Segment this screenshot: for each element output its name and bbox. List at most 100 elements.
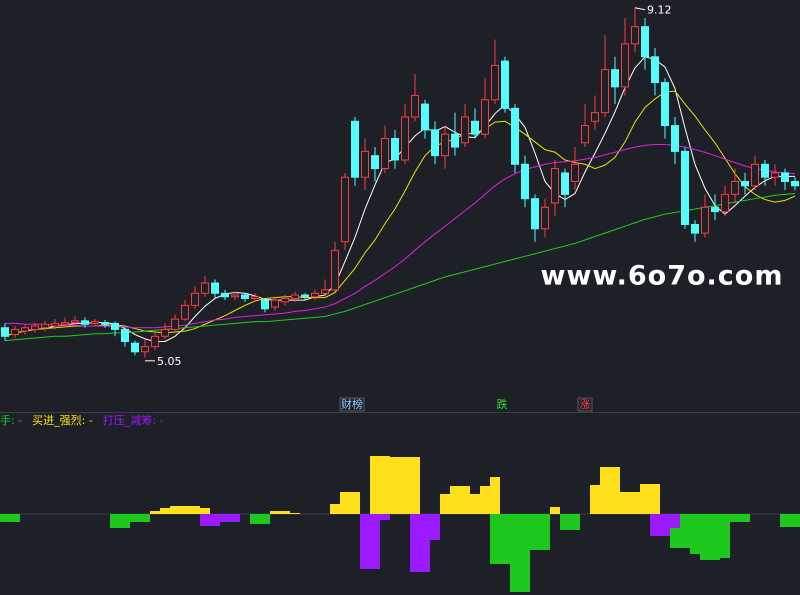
candle-body bbox=[521, 163, 529, 200]
bar bbox=[610, 467, 620, 514]
watermark: www.6o7o.com bbox=[541, 261, 784, 292]
bar bbox=[780, 514, 790, 527]
candle-body bbox=[1, 327, 9, 337]
candle-body bbox=[271, 299, 279, 308]
candle-body bbox=[161, 328, 169, 337]
candle-body bbox=[571, 163, 579, 182]
bar bbox=[550, 507, 560, 514]
candle-body bbox=[711, 206, 719, 213]
bar bbox=[170, 506, 180, 514]
candle-body bbox=[591, 112, 599, 122]
candle-body bbox=[31, 325, 39, 330]
bar bbox=[720, 514, 730, 558]
candle-body bbox=[81, 320, 89, 325]
legend-label: 打压_减筹: - bbox=[103, 413, 164, 427]
candle-body bbox=[361, 150, 369, 178]
bar bbox=[670, 514, 680, 548]
bar bbox=[680, 514, 690, 548]
candle-body bbox=[511, 107, 519, 165]
candle-body bbox=[331, 249, 339, 291]
candle-body bbox=[481, 99, 489, 135]
bar bbox=[640, 484, 650, 514]
candle-body bbox=[451, 133, 459, 148]
candle-body bbox=[661, 82, 669, 127]
bar bbox=[390, 457, 400, 514]
bar bbox=[160, 508, 170, 514]
bar bbox=[190, 506, 200, 514]
bar bbox=[270, 511, 280, 514]
candle-body bbox=[251, 296, 259, 299]
bar bbox=[490, 477, 500, 514]
bar bbox=[710, 514, 720, 560]
bar bbox=[420, 514, 430, 572]
ma-line bbox=[4, 56, 795, 342]
candle-body bbox=[401, 116, 409, 161]
candle-body bbox=[51, 322, 59, 327]
bar bbox=[210, 514, 220, 526]
candle-body bbox=[541, 206, 549, 230]
bar bbox=[340, 492, 350, 514]
candle-body bbox=[611, 69, 619, 88]
bar bbox=[280, 511, 290, 514]
candle-body bbox=[171, 318, 179, 330]
candle-body bbox=[41, 323, 49, 329]
candle-body bbox=[671, 125, 679, 152]
bar bbox=[630, 492, 640, 514]
candle-body bbox=[351, 120, 359, 178]
bar bbox=[10, 514, 20, 522]
event-tags: 财榜 跌 涨 bbox=[339, 397, 593, 412]
candle-body bbox=[311, 292, 319, 298]
bar bbox=[410, 514, 420, 572]
bar bbox=[200, 514, 210, 526]
bar bbox=[400, 457, 410, 514]
candle-body bbox=[491, 64, 499, 101]
candle-body bbox=[621, 43, 629, 88]
bar bbox=[730, 514, 740, 522]
candle-body bbox=[371, 155, 379, 170]
event-tag: 跌 bbox=[497, 397, 508, 411]
candle-body bbox=[391, 137, 399, 161]
bar bbox=[740, 514, 750, 522]
bar bbox=[490, 514, 500, 564]
candle-body bbox=[741, 180, 749, 187]
annotation-pointer bbox=[634, 7, 646, 11]
legend-label: 买进_强烈: - bbox=[32, 413, 93, 427]
bar bbox=[540, 514, 550, 550]
candle-body bbox=[731, 180, 739, 195]
bar bbox=[660, 514, 670, 536]
bar bbox=[0, 514, 10, 522]
bar bbox=[650, 514, 660, 536]
candle-body bbox=[131, 342, 139, 353]
candle-body bbox=[111, 322, 119, 330]
candle-body bbox=[421, 103, 429, 131]
tag-box bbox=[339, 397, 365, 412]
candle-body bbox=[211, 282, 219, 294]
candle-body bbox=[751, 163, 759, 187]
bar bbox=[380, 514, 390, 520]
ma-line bbox=[4, 193, 796, 342]
legend-label: 手: - bbox=[0, 413, 22, 427]
bar bbox=[590, 485, 600, 514]
candle-body bbox=[531, 198, 539, 230]
bar bbox=[690, 514, 700, 554]
candle-body bbox=[61, 322, 69, 325]
candle-body bbox=[551, 168, 559, 204]
candle-body bbox=[121, 328, 129, 342]
low-label: 5.05 bbox=[157, 355, 182, 368]
bar bbox=[620, 492, 630, 514]
bar bbox=[790, 514, 800, 527]
candle-body bbox=[701, 206, 709, 234]
bar bbox=[260, 514, 270, 524]
bar bbox=[500, 514, 510, 564]
bar bbox=[450, 486, 460, 514]
bar bbox=[180, 506, 190, 514]
candle-body bbox=[91, 321, 99, 324]
candle-body bbox=[631, 26, 639, 45]
bar bbox=[200, 508, 210, 514]
candle-body bbox=[681, 150, 689, 225]
bar bbox=[670, 514, 680, 528]
candle-body bbox=[301, 294, 309, 298]
bar bbox=[350, 492, 360, 514]
candle-body bbox=[471, 120, 479, 135]
